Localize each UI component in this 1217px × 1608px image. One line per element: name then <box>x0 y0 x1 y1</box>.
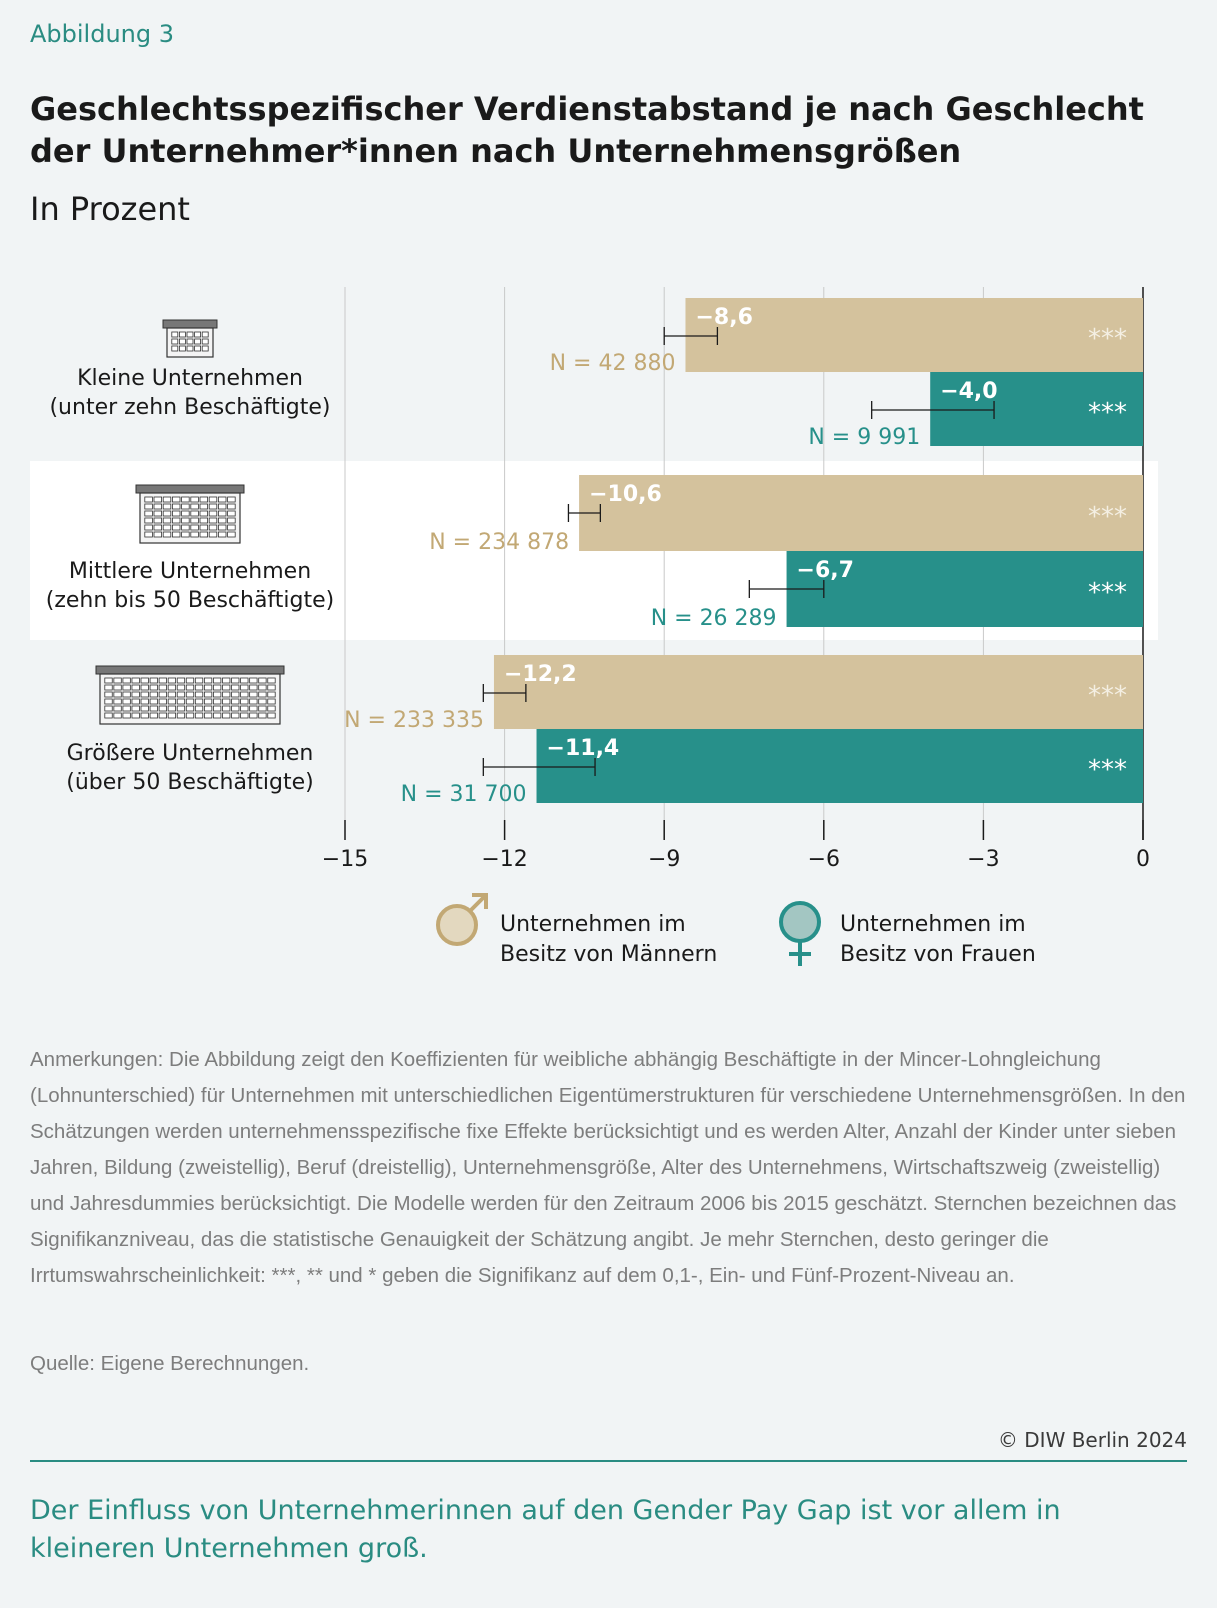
notes-text: Anmerkungen: Die Abbildung zeigt den Koe… <box>30 1048 1186 1287</box>
takeaway-text: Der Einfluss von Unternehmerinnen auf de… <box>30 1495 1061 1564</box>
n-label: N = 31 700 <box>401 782 527 807</box>
category-sublabel: (zehn bis 50 Beschäftigte) <box>46 588 334 613</box>
n-label: N = 234 878 <box>429 530 569 555</box>
value-label: −8,6 <box>695 305 752 330</box>
chart-title: Geschlechtsspezifischer Verdienstabstand… <box>30 90 1144 170</box>
legend-men-line1: Unternehmen im <box>500 912 686 937</box>
chart-subtitle: In Prozent <box>30 190 190 228</box>
x-tick-label: −9 <box>648 847 680 872</box>
n-label: N = 26 289 <box>651 606 777 631</box>
legend-women: Unternehmen im Besitz von Frauen <box>840 910 1036 970</box>
n-label: N = 233 335 <box>344 708 484 733</box>
value-label: −10,6 <box>589 482 662 507</box>
category-label: Größere Unternehmen <box>67 741 314 766</box>
legend-women-line1: Unternehmen im <box>840 912 1026 937</box>
n-label: N = 42 880 <box>550 351 676 376</box>
n-label: N = 9 991 <box>808 425 920 450</box>
divider <box>30 1460 1187 1462</box>
source-text: Quelle: Eigene Berechnungen. <box>30 1352 310 1375</box>
category-sublabel: (unter zehn Beschäftigte) <box>49 395 330 420</box>
x-tick-label: −15 <box>322 847 368 872</box>
medium-building-icon <box>135 484 245 544</box>
significance-label: *** <box>1088 502 1127 532</box>
female-symbol-icon <box>779 901 821 966</box>
small-building-icon <box>162 319 218 358</box>
category-label: Kleine Unternehmen <box>77 366 303 391</box>
bar-men <box>579 475 1143 551</box>
legend-men: Unternehmen im Besitz von Männern <box>500 910 717 970</box>
x-tick-label: −12 <box>481 847 527 872</box>
significance-label: *** <box>1088 324 1127 354</box>
category-sublabel: (über 50 Beschäftigte) <box>66 770 313 795</box>
significance-label: *** <box>1088 681 1127 711</box>
bar-men <box>685 298 1143 372</box>
legend-men-line2: Besitz von Männern <box>500 942 718 967</box>
x-tick-label: 0 <box>1136 847 1150 872</box>
value-label: −6,7 <box>797 558 854 583</box>
value-label: −12,2 <box>504 662 577 687</box>
x-tick-label: −6 <box>808 847 840 872</box>
significance-label: *** <box>1088 398 1127 428</box>
value-label: −4,0 <box>940 379 997 404</box>
large-building-icon <box>95 665 285 725</box>
copyright-text: © DIW Berlin 2024 <box>997 1428 1187 1452</box>
value-label: −11,4 <box>547 736 620 761</box>
significance-label: *** <box>1088 578 1127 608</box>
bar-chart: −15 −12 −9 −6 −3 0 −8,6 *** N = 42 880 −10,6 *** N … <box>30 287 1158 872</box>
x-tick-label: −3 <box>967 847 999 872</box>
legend-women-line2: Besitz von Frauen <box>840 942 1036 967</box>
bar-women <box>536 729 1143 803</box>
significance-label: *** <box>1088 755 1127 785</box>
figure-label: Abbildung 3 <box>30 20 175 48</box>
category-label: Mittlere Unternehmen <box>69 559 311 584</box>
bar-men <box>493 655 1144 729</box>
bar-women <box>786 551 1143 627</box>
bar-women <box>930 372 1143 446</box>
male-symbol-icon <box>436 893 488 946</box>
